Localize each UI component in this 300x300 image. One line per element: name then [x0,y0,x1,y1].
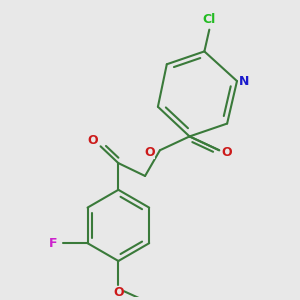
Text: F: F [49,237,57,250]
Text: O: O [113,286,124,299]
Text: O: O [222,146,232,159]
Text: N: N [239,75,249,88]
Text: O: O [87,134,98,147]
Text: Cl: Cl [203,13,216,26]
Text: O: O [145,146,155,159]
